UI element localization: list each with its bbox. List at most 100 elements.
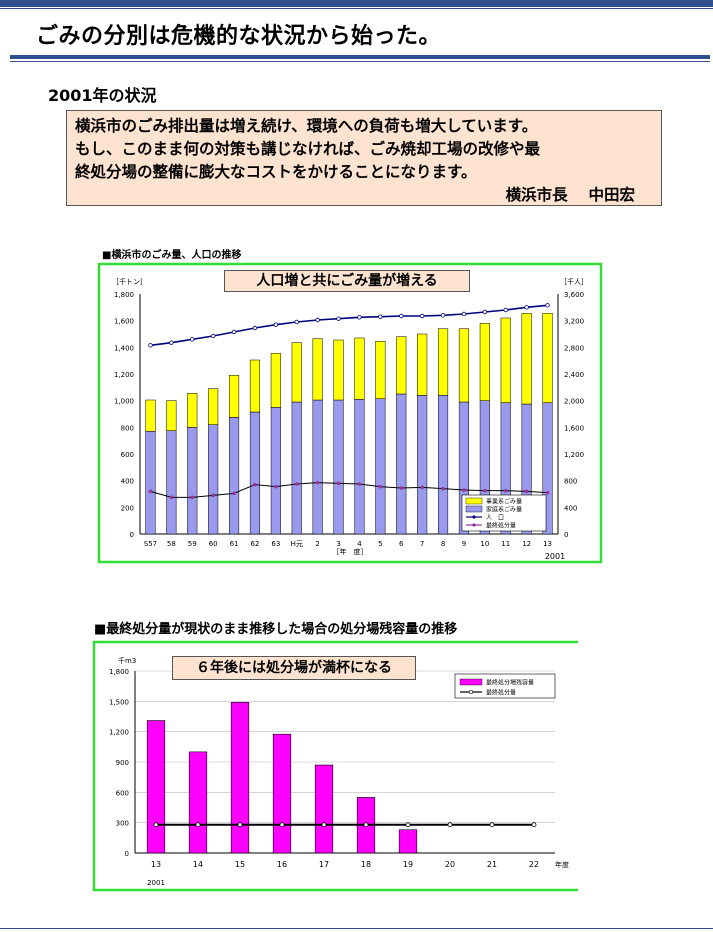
population-point xyxy=(461,311,467,317)
chart1-y-tick-label: 1,000 xyxy=(114,398,134,406)
top-rule xyxy=(0,0,713,7)
chart1-x-tick-label: 8 xyxy=(441,540,445,548)
landfill-volume-point xyxy=(195,822,201,828)
chart1-y-right-tick-label: 1,200 xyxy=(564,451,584,459)
business-bar xyxy=(521,313,532,405)
quote-line-2: もし、このまま何の対策も講じなければ、ごみ焼却工場の改修や最 xyxy=(75,140,541,158)
chart2-caption: ■最終処分量が現状のまま推移した場合の処分場残容量の推移 xyxy=(94,622,458,637)
population-point xyxy=(273,322,279,327)
population-point xyxy=(545,303,550,308)
chart1-x-tick-label: S57 xyxy=(144,540,157,548)
landfill-volume-point xyxy=(153,822,159,828)
chart1-x-tick-label: 63 xyxy=(271,540,280,548)
population-line xyxy=(150,304,548,347)
chart2-y-tick-label: 300 xyxy=(116,820,129,828)
chart1-x-tick-label: H元 xyxy=(291,540,303,548)
landfill-line xyxy=(150,482,548,498)
chart2-legend-swatch xyxy=(459,678,483,686)
chart2-frame xyxy=(92,640,578,892)
landfill-volume-point xyxy=(363,822,369,828)
landfill-point xyxy=(524,489,529,494)
landfill-volume-point xyxy=(237,822,243,828)
population-point xyxy=(399,313,404,319)
chart2-y-tick-label: 1,500 xyxy=(109,698,129,706)
chart1-x-note: 2001 xyxy=(545,552,565,561)
population-point xyxy=(148,343,153,348)
landfill-point xyxy=(169,495,174,500)
chart1-y-tick-label: 1,600 xyxy=(114,318,134,326)
landfill-volume-point xyxy=(321,822,327,828)
chart2-x-label: 年度 xyxy=(555,860,569,869)
chart1-caption: ■横浜市のごみ量、人口の推移 xyxy=(102,250,242,261)
chart1-y-right-tick-label: 400 xyxy=(564,504,577,512)
chart2-y-tick-label: 1,200 xyxy=(109,729,129,737)
chart1-x-tick-label: 62 xyxy=(250,540,259,548)
remaining-capacity-bar xyxy=(314,764,334,854)
population-point xyxy=(169,340,174,345)
landfill-volume-point xyxy=(447,822,453,828)
population-point xyxy=(252,325,258,331)
mayor-quote-box: 横浜市のごみ排出量は増え続け、環境への負荷も増大しています。 もし、このまま何の… xyxy=(66,110,662,206)
population-point xyxy=(190,337,195,342)
business-bar xyxy=(187,393,198,428)
chart1-y-right-tick-label: 0 xyxy=(564,531,568,539)
population-point xyxy=(357,315,362,320)
chart2-x-tick-label: 15 xyxy=(235,860,245,869)
chart1-y-right-tick-label: 2,800 xyxy=(564,344,584,352)
business-bar xyxy=(396,336,407,395)
chart2-legend-marker xyxy=(468,689,474,695)
population-point xyxy=(210,333,216,339)
business-bar xyxy=(542,313,553,403)
chart1-y-tick-label: 800 xyxy=(121,424,134,432)
chart2-x-tick-label: 20 xyxy=(445,860,455,869)
business-bar xyxy=(500,317,511,403)
chart1-legend-label: 最終処分量 xyxy=(486,522,516,530)
section-subtitle: 2001年の状況 xyxy=(48,86,157,105)
landfill-point xyxy=(483,488,487,493)
landfill-point xyxy=(190,495,195,500)
business-bar xyxy=(208,388,219,425)
chart2-x-tick-label: 16 xyxy=(277,860,287,869)
chart2-x-tick-label: 21 xyxy=(487,860,497,869)
landfill-point xyxy=(315,480,320,485)
landfill-point xyxy=(294,482,299,486)
landfill-point xyxy=(336,481,341,486)
chart1-x-tick-label: 2 xyxy=(315,540,319,548)
landfill-point xyxy=(441,486,445,491)
business-bar xyxy=(270,353,281,408)
chart1-x-tick-label: 5 xyxy=(378,540,382,548)
landfill-point xyxy=(420,485,424,490)
top-rule-thin xyxy=(0,8,713,9)
chart1-x-label: ［年 度］ xyxy=(333,547,368,556)
landfill-volume-point xyxy=(531,822,537,828)
quote-signature: 横浜市長 中田宏 xyxy=(505,186,635,204)
business-bar xyxy=(354,337,365,400)
chart2-legend-label: 最終処分量 xyxy=(486,689,516,697)
chart1-legend-marker xyxy=(472,523,476,527)
bottom-rule xyxy=(0,928,713,929)
chart1-y-right-tick-label: 2,000 xyxy=(564,398,584,406)
chart1-y-right-unit: ［千人］ xyxy=(560,277,588,286)
chart2-callout: ６年後には処分場が満杯になる xyxy=(172,656,416,680)
chart1-y-tick-label: 0 xyxy=(130,531,134,539)
remaining-capacity-bar xyxy=(146,720,166,854)
chart1-y-left-unit: ［千トン］ xyxy=(112,277,147,286)
population-point xyxy=(524,305,529,310)
chart2-y-tick-label: 1,800 xyxy=(109,668,129,676)
chart1-y-tick-label: 600 xyxy=(121,451,134,459)
chart1-x-tick-label: 6 xyxy=(399,540,404,548)
population-point xyxy=(419,313,425,319)
chart2-y-unit: 千m3 xyxy=(118,656,136,665)
remaining-capacity-bar xyxy=(398,829,418,854)
chart1-y-tick-label: 200 xyxy=(121,504,134,512)
business-bar xyxy=(458,328,470,403)
chart1-x-tick-label: 61 xyxy=(230,540,239,548)
landfill-point xyxy=(211,493,215,498)
chart1-y-right-tick-label: 2,400 xyxy=(564,371,584,379)
chart1-legend-label: 家庭系ごみ量 xyxy=(486,506,522,514)
population-point xyxy=(378,314,383,319)
business-bar xyxy=(375,341,386,399)
landfill-point xyxy=(399,486,404,490)
